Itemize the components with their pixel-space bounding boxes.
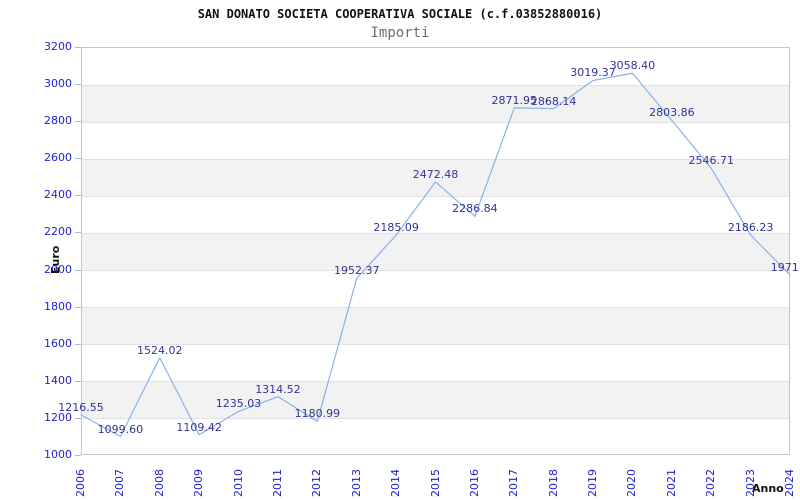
x-tick-label-2018: 2018 bbox=[546, 469, 560, 497]
chart-subtitle: Importi bbox=[370, 25, 430, 41]
y-gridline-2800 bbox=[82, 121, 789, 123]
chart-title: SAN DONATO SOCIETA COOPERATIVA SOCIALE (… bbox=[197, 7, 603, 21]
y-tick-mark-2400 bbox=[75, 195, 81, 197]
y-tick-label-3200: 3200 bbox=[44, 40, 72, 53]
y-gridline-1200 bbox=[82, 418, 789, 420]
y-tick-label-1200: 1200 bbox=[44, 410, 72, 424]
y-tick-label-2200: 2200 bbox=[44, 225, 72, 239]
y-gridline-2200 bbox=[82, 232, 789, 234]
x-tick-label-2015: 2015 bbox=[428, 469, 442, 497]
x-tick-label-2009: 2009 bbox=[192, 469, 206, 497]
y-tick-mark-2000 bbox=[75, 269, 81, 271]
x-tick-label-2016: 2016 bbox=[467, 469, 481, 497]
point-label-2022: 2546.71 bbox=[688, 154, 734, 168]
x-tick-label-2024: 2024 bbox=[783, 469, 796, 497]
y-gridline-2600 bbox=[82, 158, 789, 160]
x-tick-label-2017: 2017 bbox=[507, 469, 521, 497]
x-tick-label-2012: 2012 bbox=[310, 469, 324, 497]
y-tick-mark-2200 bbox=[75, 232, 81, 234]
point-label-2013: 1952.37 bbox=[333, 264, 380, 278]
y-tick-mark-1200 bbox=[75, 417, 81, 419]
y-tick-mark-3000 bbox=[75, 84, 81, 86]
y-gridline-3000 bbox=[82, 84, 789, 86]
y-tick-label-2600: 2600 bbox=[44, 151, 72, 165]
x-tick-label-2010: 2010 bbox=[231, 469, 245, 497]
x-tick-label-2011: 2011 bbox=[270, 469, 284, 497]
plot-area bbox=[81, 47, 790, 455]
y-tick-label-2000: 2000 bbox=[44, 262, 72, 276]
x-tick-label-2008: 2008 bbox=[152, 469, 166, 497]
y-tick-label-1800: 1800 bbox=[44, 299, 72, 313]
y-tick-label-1000: 1000 bbox=[44, 448, 72, 461]
point-label-2008: 1524.02 bbox=[137, 343, 183, 357]
y-tick-mark-1800 bbox=[75, 306, 81, 308]
point-label-2018: 2868.14 bbox=[530, 94, 577, 108]
point-label-2011: 1314.52 bbox=[255, 382, 301, 396]
y-tick-mark-1000 bbox=[75, 455, 81, 456]
x-tick-label-2020: 2020 bbox=[625, 469, 639, 497]
point-label-2024: 1971.1 bbox=[770, 260, 800, 274]
x-tick-label-2013: 2013 bbox=[349, 469, 363, 497]
x-tick-label-2006: 2006 bbox=[74, 469, 87, 497]
x-axis-title: Anno bbox=[752, 482, 784, 495]
point-label-2020: 3058.40 bbox=[609, 59, 656, 73]
x-tick-label-2007: 2007 bbox=[113, 469, 127, 497]
y-tick-mark-3200 bbox=[75, 47, 81, 48]
y-tick-mark-1400 bbox=[75, 380, 81, 382]
point-label-2010: 1235.03 bbox=[215, 397, 262, 411]
x-tick-label-2014: 2014 bbox=[389, 469, 403, 497]
point-label-2019: 3019.37 bbox=[570, 66, 616, 80]
point-label-2009: 1109.42 bbox=[176, 420, 222, 434]
point-label-2015: 2472.48 bbox=[412, 167, 459, 181]
point-label-2014: 2185.09 bbox=[373, 221, 419, 235]
line-series-svg bbox=[80, 72, 791, 438]
y-tick-label-1600: 1600 bbox=[44, 336, 72, 350]
x-tick-label-2021: 2021 bbox=[664, 469, 678, 497]
point-label-2017: 2871.95 bbox=[491, 93, 538, 107]
y-tick-mark-1600 bbox=[75, 343, 81, 345]
y-gridline-1400 bbox=[82, 381, 789, 383]
point-label-2023: 2186.23 bbox=[727, 221, 774, 234]
x-tick-label-2022: 2022 bbox=[704, 469, 718, 497]
point-label-2021: 2803.86 bbox=[649, 106, 695, 120]
x-tick-label-2019: 2019 bbox=[586, 469, 600, 497]
point-label-2012: 1180.99 bbox=[294, 407, 341, 421]
y-gridline-1600 bbox=[82, 344, 789, 346]
y-gridline-2400 bbox=[82, 195, 789, 197]
y-tick-label-1400: 1400 bbox=[44, 373, 72, 387]
point-label-2007: 1099.60 bbox=[97, 422, 144, 436]
y-axis-title: Euro bbox=[49, 245, 62, 274]
y-tick-mark-2600 bbox=[75, 158, 81, 160]
y-tick-mark-2800 bbox=[75, 121, 81, 123]
y-gridline-1800 bbox=[82, 307, 789, 309]
y-tick-label-2800: 2800 bbox=[44, 114, 72, 128]
y-tick-label-2400: 2400 bbox=[44, 188, 72, 202]
point-label-2006: 1216.55 bbox=[58, 400, 104, 414]
y-gridline-2000 bbox=[82, 270, 789, 272]
importi-line-series bbox=[80, 72, 791, 438]
y-tick-label-3000: 3000 bbox=[44, 77, 72, 91]
point-label-2016: 2286.84 bbox=[452, 202, 498, 216]
